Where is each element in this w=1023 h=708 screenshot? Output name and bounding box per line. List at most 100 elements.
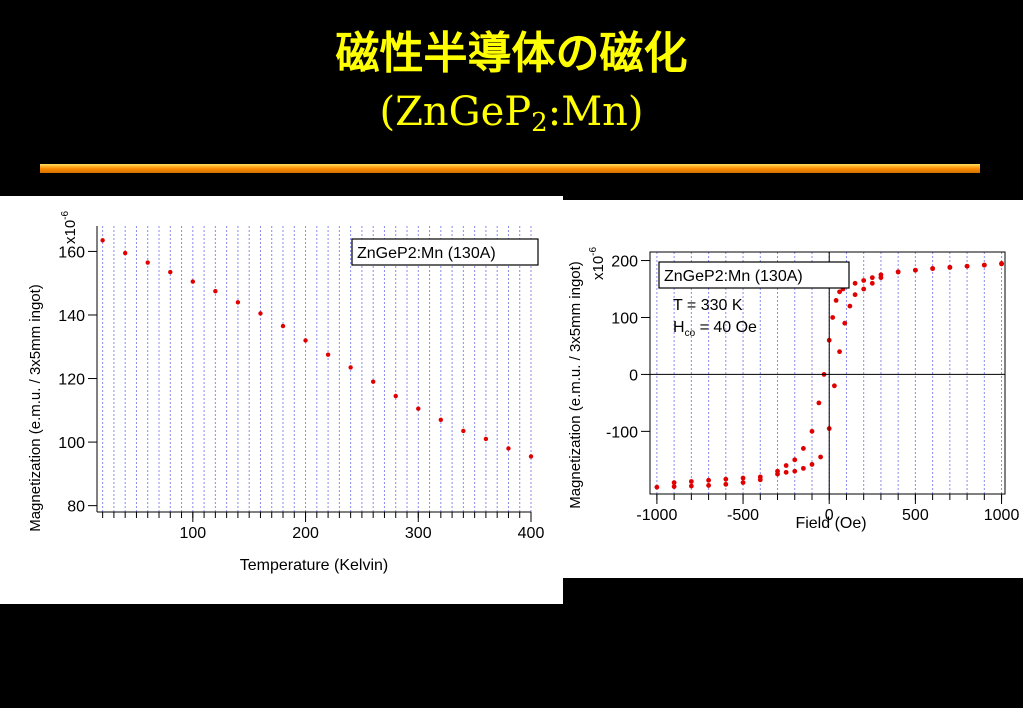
y-tick-label: 0 (629, 367, 638, 384)
data-point (869, 280, 875, 286)
x-tick-label: 100 (179, 525, 206, 542)
data-point (930, 266, 936, 271)
data-point (800, 446, 806, 451)
y-tick-label: 140 (58, 308, 85, 325)
data-point (145, 260, 150, 265)
data-point (706, 483, 711, 488)
data-point (837, 289, 842, 295)
data-point (847, 303, 853, 309)
data-point (757, 474, 763, 480)
coercivity-value: = 40 Oe (695, 319, 757, 336)
data-point (348, 365, 353, 370)
data-point (528, 454, 534, 459)
data-point (999, 260, 1004, 266)
temperature-chart-panel: 100 200 300 400 80 100 120 140 160 Magnetization… (0, 196, 563, 604)
title-underline (40, 164, 980, 173)
chart-grid (102, 226, 532, 512)
data-point (740, 480, 746, 486)
subtitle-suffix: :Mn) (547, 89, 644, 135)
data-point (654, 484, 660, 490)
data-point (671, 484, 677, 489)
coercivity-annotation: Hco = 40 Oe (673, 319, 757, 339)
data-point (833, 298, 839, 303)
data-point (483, 436, 489, 442)
data-point (830, 315, 836, 320)
data-point (122, 250, 128, 256)
data-point (818, 454, 824, 460)
data-point (895, 269, 901, 275)
data-points (100, 238, 534, 459)
data-point (438, 417, 444, 423)
legend-label: ZnGeP2:Mn (130A) (357, 245, 496, 262)
x-axis-label: Temperature (Kelvin) (240, 557, 389, 574)
data-point (688, 483, 694, 489)
data-point (842, 320, 848, 326)
data-point (964, 263, 970, 269)
data-point (861, 286, 867, 292)
data-point (800, 465, 806, 471)
data-point (393, 393, 398, 399)
temperature-annotation: T = 330 K (673, 297, 743, 314)
data-point (912, 267, 918, 273)
plot-frame (649, 251, 1006, 495)
data-point (706, 477, 711, 483)
subtitle-subscript: 2 (531, 108, 548, 138)
x-tick-label: 0 (825, 507, 834, 524)
y-multiplier-base: x10 (62, 220, 79, 244)
y-tick-label: 100 (58, 435, 85, 452)
subtitle-prefix: (ZnGeP (379, 89, 532, 135)
y-tick-label: 80 (67, 499, 85, 516)
data-point (258, 311, 263, 316)
x-tick-label: 400 (518, 525, 545, 542)
data-point (168, 269, 173, 275)
data-point (792, 457, 798, 463)
data-point (816, 400, 822, 406)
data-point (981, 262, 987, 268)
legend-box (658, 261, 850, 289)
data-point (671, 480, 677, 486)
data-point (303, 338, 308, 343)
data-point (461, 428, 466, 434)
y-axis-label: Magnetization (e.m.u. / 3x5mm ingot) (27, 284, 44, 532)
data-point (740, 475, 746, 481)
data-point (831, 383, 837, 389)
data-point (869, 275, 875, 281)
data-point (878, 275, 884, 281)
data-point (506, 446, 511, 451)
slide-title: 磁性半導体の磁化 (335, 28, 688, 79)
field-chart-panel: -1000 -500 0 500 1000 -100 0 100 200 Magnetizati… (563, 200, 1023, 578)
y-multiplier-exp: -6 (60, 210, 71, 219)
x-tick-label: 300 (405, 525, 432, 542)
data-point (837, 349, 842, 355)
data-point (792, 468, 798, 474)
y-tick-label: 200 (611, 254, 638, 271)
slide-subtitle: (ZnGeP2:Mn) (0, 88, 1023, 147)
data-point (235, 300, 241, 305)
y-tick-label: 100 (611, 310, 638, 327)
coercivity-subscript: co (685, 328, 696, 339)
data-point (325, 352, 331, 357)
x-tick-label: -500 (727, 507, 759, 524)
y-multiplier: x10-6 (60, 210, 79, 244)
x-tick-label: -1000 (636, 507, 677, 524)
legend-box (351, 238, 539, 266)
data-point (100, 238, 105, 243)
data-point (280, 323, 286, 329)
data-point (861, 278, 867, 283)
data-point (775, 471, 780, 477)
data-point (783, 463, 789, 468)
y-tick-label: -100 (606, 424, 638, 441)
data-point (809, 428, 815, 434)
data-point (723, 476, 729, 482)
x-tick-label: 500 (902, 507, 929, 524)
coercivity-symbol: H (673, 319, 685, 336)
data-point (688, 479, 694, 484)
data-point (213, 288, 218, 294)
x-tick-label: 200 (292, 525, 319, 542)
y-multiplier-base: x10 (590, 256, 607, 280)
x-tick-label: 1000 (984, 507, 1020, 524)
y-multiplier: x10-6 (588, 246, 607, 280)
data-point (416, 406, 421, 411)
y-multiplier-exp: -6 (588, 246, 599, 255)
